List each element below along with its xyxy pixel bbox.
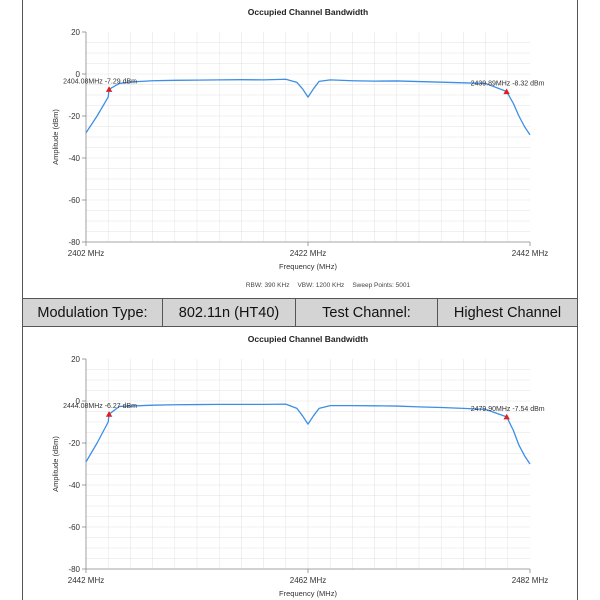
chart-svg: Occupied Channel Bandwidth 20 0 -20 -40 -60 -8… bbox=[51, 334, 548, 598]
x-tick-label: 2422 MHz bbox=[290, 249, 326, 258]
x-axis-label: Frequency (MHz) bbox=[279, 262, 337, 271]
y-tick-label: -80 bbox=[68, 565, 80, 574]
series-trace bbox=[85, 78, 531, 136]
y-tick-label: -80 bbox=[68, 238, 80, 247]
marker-triangle bbox=[105, 411, 113, 417]
modulation-type-value: 802.11n (HT40) bbox=[163, 299, 296, 326]
x-tick-label: 2482 MHz bbox=[512, 576, 548, 585]
marker-triangle bbox=[503, 413, 510, 420]
x-tick-label: 2402 MHz bbox=[68, 249, 104, 258]
occupied-bandwidth-chart-top: Occupied Channel Bandwidth 20 0 -20 -40 -60 -8… bbox=[23, 0, 577, 298]
y-tick-label: 20 bbox=[71, 355, 80, 364]
y-tick-label: 0 bbox=[76, 70, 81, 79]
y-axis-label: Amplitude (dBm) bbox=[51, 109, 60, 165]
y-tick-label: -20 bbox=[68, 112, 80, 121]
marker-label: 2444.08MHz -6.27 dBm bbox=[63, 403, 137, 410]
y-axis-label: Amplitude (dBm) bbox=[51, 436, 60, 492]
x-tick-label: 2462 MHz bbox=[290, 576, 326, 585]
setting-vbw: VBW: 1200 KHz bbox=[297, 282, 344, 289]
marker-triangle bbox=[503, 88, 510, 95]
marker-label: 2439.89MHz -8.32 dBm bbox=[471, 80, 545, 87]
chart-svg: Occupied Channel Bandwidth 20 0 -20 -40 -60 -8… bbox=[51, 7, 548, 289]
marker-label: 2404.08MHz -7.29 dBm bbox=[63, 78, 137, 85]
test-info-row: Modulation Type: 802.11n (HT40) Test Cha… bbox=[22, 298, 578, 327]
y-tick-label: -40 bbox=[68, 154, 80, 163]
modulation-type-label: Modulation Type: bbox=[23, 299, 163, 326]
setting-sweep: Sweep Points: 5001 bbox=[352, 282, 410, 289]
y-tick-label: -60 bbox=[68, 196, 80, 205]
y-tick-label: 20 bbox=[71, 28, 80, 37]
test-channel-value: Highest Channel bbox=[438, 299, 577, 326]
y-tick-label: -60 bbox=[68, 523, 80, 532]
grid bbox=[86, 32, 530, 242]
marker-triangle bbox=[105, 86, 113, 92]
chart-title: Occupied Channel Bandwidth bbox=[248, 334, 368, 344]
x-tick-label: 2442 MHz bbox=[68, 576, 104, 585]
y-tick-label: 0 bbox=[76, 397, 81, 406]
measurement-settings: RBW: 390 KHz VBW: 1200 KHz Sweep Points: 5… bbox=[246, 282, 411, 289]
marker-label: 2479.90MHz -7.54 dBm bbox=[471, 406, 545, 413]
y-tick-label: -40 bbox=[68, 481, 80, 490]
setting-rbw: RBW: 390 KHz bbox=[246, 282, 290, 289]
chart-title: Occupied Channel Bandwidth bbox=[248, 7, 368, 17]
x-axis-label: Frequency (MHz) bbox=[279, 589, 337, 598]
x-tick-label: 2442 MHz bbox=[512, 249, 548, 258]
test-channel-label: Test Channel: bbox=[296, 299, 438, 326]
series-trace bbox=[85, 403, 531, 465]
y-tick-label: -20 bbox=[68, 439, 80, 448]
occupied-bandwidth-chart-bottom: Occupied Channel Bandwidth 20 0 -20 -40 -60 -8… bbox=[23, 327, 577, 600]
grid bbox=[86, 359, 530, 569]
